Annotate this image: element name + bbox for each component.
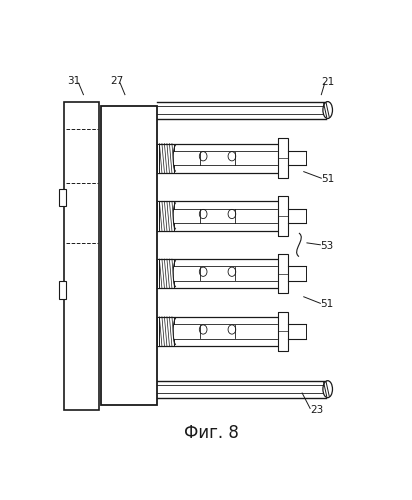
Bar (278, 254, 288, 294)
Bar (157, 259, 159, 288)
Bar (157, 202, 159, 230)
Bar (101, 106, 157, 405)
Bar (278, 138, 288, 178)
Text: 27: 27 (110, 76, 124, 86)
Bar (278, 312, 288, 351)
Bar (278, 196, 288, 235)
Text: 23: 23 (310, 406, 323, 415)
Bar (59, 189, 66, 206)
Ellipse shape (323, 380, 332, 398)
Bar (64, 102, 99, 410)
Text: 21: 21 (321, 76, 334, 86)
Bar (157, 317, 159, 346)
Text: 51: 51 (320, 300, 333, 310)
Text: 53: 53 (320, 240, 333, 250)
Ellipse shape (323, 102, 332, 118)
Text: Фиг. 8: Фиг. 8 (184, 424, 239, 442)
Bar (59, 282, 66, 298)
Text: 31: 31 (67, 76, 80, 86)
Text: 51: 51 (321, 174, 334, 184)
Bar (157, 144, 159, 173)
